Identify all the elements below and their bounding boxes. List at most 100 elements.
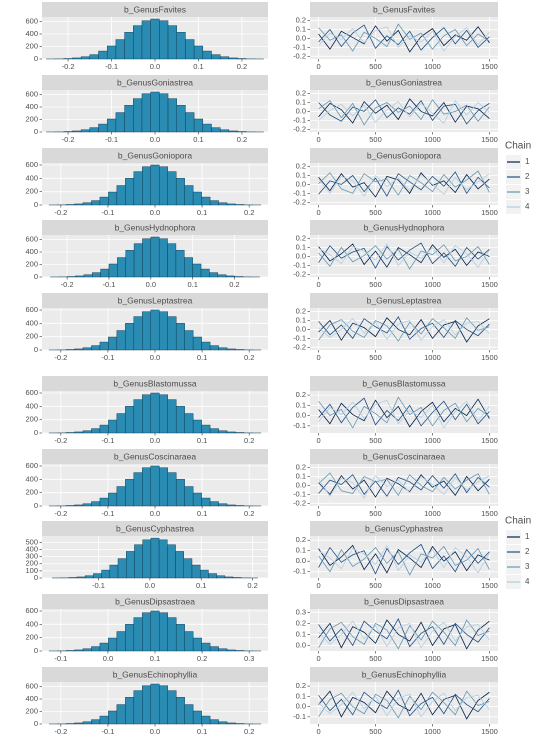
histogram-bar xyxy=(201,424,211,434)
histogram-bar xyxy=(116,486,126,507)
y-tick-label: 400 xyxy=(25,401,38,410)
y-tick-label: 0.0 xyxy=(296,480,306,489)
histogram-bar xyxy=(141,93,151,133)
histogram-bar xyxy=(167,171,177,206)
x-tick-label: 0.2 xyxy=(244,436,254,445)
x-tick-label: 0.0 xyxy=(150,135,160,144)
histogram-bar xyxy=(133,171,143,206)
x-tick-label: 0.1 xyxy=(197,727,207,736)
x-tick-label: 0.0 xyxy=(145,581,155,590)
histogram-bar xyxy=(133,690,143,725)
x-tick-label: -0.1 xyxy=(102,280,115,289)
histogram-bar xyxy=(226,722,236,725)
histogram-bar xyxy=(159,685,168,725)
histogram-bar xyxy=(209,719,219,725)
histogram-bar xyxy=(150,610,160,652)
y-tick-label: 0 xyxy=(34,54,38,63)
x-tick-label: 0.2 xyxy=(197,654,207,663)
y-tick-label: 0.2 xyxy=(296,234,306,243)
legend-label: 1 xyxy=(525,157,530,166)
histogram-bar xyxy=(184,486,194,507)
histogram-bar xyxy=(74,649,84,652)
histogram-bar xyxy=(159,394,168,434)
panel-title: b_GenusFavites xyxy=(373,4,435,14)
y-tick-label: 400 xyxy=(25,102,38,111)
x-tick-label: 0 xyxy=(316,135,320,144)
x-tick-label: 0.2 xyxy=(229,280,239,289)
trace-line xyxy=(318,396,490,429)
histogram-bar xyxy=(117,558,127,579)
x-tick-label: 0.0 xyxy=(103,654,113,663)
histogram-bar xyxy=(115,112,125,133)
histogram-bar xyxy=(142,238,152,278)
y-tick-label: 100 xyxy=(25,566,38,575)
histogram-bar xyxy=(159,93,169,133)
histogram-bar xyxy=(108,263,118,278)
strip xyxy=(310,293,498,308)
histogram-bar xyxy=(80,129,91,133)
y-tick-label: -0.1 xyxy=(293,188,306,197)
histogram-bar xyxy=(218,430,228,434)
histogram-bar xyxy=(159,467,168,507)
histogram-bar xyxy=(133,243,143,278)
strip xyxy=(42,449,268,464)
strip xyxy=(310,521,498,536)
histogram-bar xyxy=(202,123,212,133)
strip xyxy=(42,75,268,90)
histogram-bar xyxy=(91,501,101,507)
histogram-bar xyxy=(142,467,151,507)
histogram-bar xyxy=(226,203,236,206)
x-tick-label: -0.2 xyxy=(54,208,67,217)
histogram-bar xyxy=(211,127,221,133)
histogram-bar xyxy=(115,39,125,60)
histogram-bar xyxy=(208,573,217,579)
strip xyxy=(310,449,498,464)
y-tick-label: -0.2 xyxy=(293,342,306,351)
histogram-bar xyxy=(106,45,117,60)
trace-line xyxy=(318,690,490,719)
histogram-bar xyxy=(150,392,160,434)
panel-title: b_GenusHydnophora xyxy=(364,222,445,232)
panel-title: b_GenusCoscinaraea xyxy=(114,451,196,461)
strip xyxy=(42,2,268,17)
histogram-bar xyxy=(175,479,185,507)
legend-label: 2 xyxy=(525,547,530,556)
histogram-bar xyxy=(74,504,84,507)
histogram-bar xyxy=(133,316,143,351)
y-tick-label: 0.2 xyxy=(296,16,306,25)
histogram-bar xyxy=(209,200,219,206)
x-tick-label: -0.1 xyxy=(101,208,114,217)
histogram-bar xyxy=(108,336,118,351)
x-tick-label: 0.1 xyxy=(150,654,160,663)
trace-line xyxy=(318,544,490,574)
histogram-bar xyxy=(76,576,86,579)
x-tick-label: 0 xyxy=(316,727,320,736)
histogram-bar xyxy=(82,721,92,725)
strip xyxy=(310,2,498,17)
histogram-bar xyxy=(100,268,110,278)
x-tick-label: -0.1 xyxy=(105,135,118,144)
x-tick-label: 1000 xyxy=(424,654,441,663)
panel-background xyxy=(310,609,498,651)
y-tick-label: 400 xyxy=(25,318,38,327)
histogram-bar xyxy=(209,646,219,652)
histogram-bar xyxy=(159,311,168,351)
histogram-bar xyxy=(192,419,202,434)
histogram-bar xyxy=(89,127,99,133)
histogram-bar xyxy=(108,710,118,725)
histogram-bar xyxy=(116,413,126,434)
x-tick-label: 0.1 xyxy=(197,509,207,518)
histogram-bar xyxy=(175,178,185,206)
y-tick-label: 0.1 xyxy=(296,400,306,409)
x-tick-label: 1500 xyxy=(481,509,498,518)
histogram-bar xyxy=(191,564,201,579)
strip xyxy=(42,148,268,163)
histogram-bar xyxy=(106,118,117,133)
x-tick-label: -0.2 xyxy=(54,353,67,362)
histogram-bar xyxy=(74,348,84,351)
x-tick-label: 500 xyxy=(369,135,382,144)
histogram-bar xyxy=(133,399,143,434)
trace-line xyxy=(318,689,490,717)
x-tick-label: 1500 xyxy=(481,727,498,736)
histogram-bar xyxy=(99,497,109,507)
